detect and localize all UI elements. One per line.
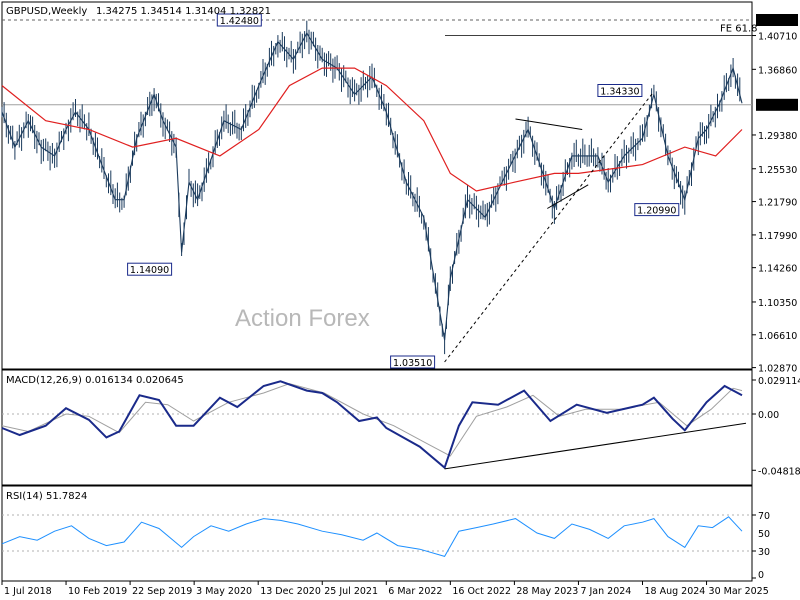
x-axis-label: 18 Aug 2024 [644,586,705,597]
rsi-scale-label: 50 [758,529,770,540]
x-axis-label: 22 Sep 2019 [132,586,192,597]
x-axis-label: 25 Jul 2021 [324,586,378,597]
price-scale-highlight [756,98,798,111]
annotation-label: 1.03510 [393,358,432,369]
ohlc-readout: 1.34275 1.34514 1.31404 1.32821 [96,6,271,17]
rsi-panel [1,485,753,582]
main-panel [1,1,753,370]
annotation-box [597,84,643,97]
price-scale-label: 1.06610 [758,331,797,342]
macd-panel [1,369,753,486]
watermark: Action Forex [235,305,370,332]
price-scale-label: 1.10350 [758,298,797,309]
price-scale-label: 1.21790 [758,198,797,209]
x-axis-label: 3 May 2020 [196,586,252,597]
price-scale-label: 1.32821 [758,101,797,112]
macd-panel-title: MACD(12,26,9) 0.016134 0.020645 [6,375,184,386]
annotation-label: 1.34330 [600,87,639,98]
rsi-scale-label: 0 [758,570,764,581]
macd-scale-label: 0.029114 [758,376,800,387]
x-axis-label: 13 Dec 2020 [260,586,321,597]
price-scale-label: 1.02870 [758,364,797,375]
annotation-box [216,13,262,27]
x-axis-label: 6 Mar 2022 [388,586,442,597]
annotation-label: 1.20990 [637,206,676,217]
annotation-box [127,262,173,276]
price-scale-label: 1.25530 [758,165,797,176]
annotation-label: 1.14090 [130,265,169,276]
annotation-box [634,203,680,217]
rsi-panel-title: RSI(14) 51.7824 [6,491,87,502]
x-axis-label: 16 Oct 2022 [452,586,511,597]
price-scale-label: 1.29380 [758,131,797,142]
triangle-upper-line [515,118,583,130]
rsi-scale-label: 30 [758,547,770,558]
macd-scale-label: 0.00 [758,410,779,421]
x-axis-label: 1 Jul 2018 [4,586,52,597]
price-scale-highlight [756,14,798,26]
price-scale-label: 1.36860 [758,65,797,76]
x-axis-label: 10 Feb 2019 [68,586,127,597]
x-axis-label: 28 May 2023 [516,586,578,597]
price-scale-label: 1.42480 [758,16,797,27]
x-axis-label: 30 Mar 2025 [709,586,769,597]
price-scale-label: 1.17990 [758,231,797,242]
moving-average-line [1,67,743,192]
main-panel-title: GBPUSD,Weekly [6,6,87,17]
x-axis-label: 7 Jan 2024 [580,586,631,597]
annotation-label: 1.42480 [220,16,259,27]
triangle-lower-line [547,184,589,209]
annotation-box [390,355,436,369]
macd-line [1,380,743,470]
price-scale-label: 1.14260 [758,264,797,275]
fe-61-8-label: FE 61.8 [720,24,758,35]
macd-signal-line [1,383,743,457]
macd-trend-line [444,422,747,470]
rsi-line [1,516,743,557]
price-scale-label: 1.40710 [758,32,797,43]
rsi-scale-label: 70 [758,511,770,522]
macd-scale-label: -0.048189 [758,466,800,477]
